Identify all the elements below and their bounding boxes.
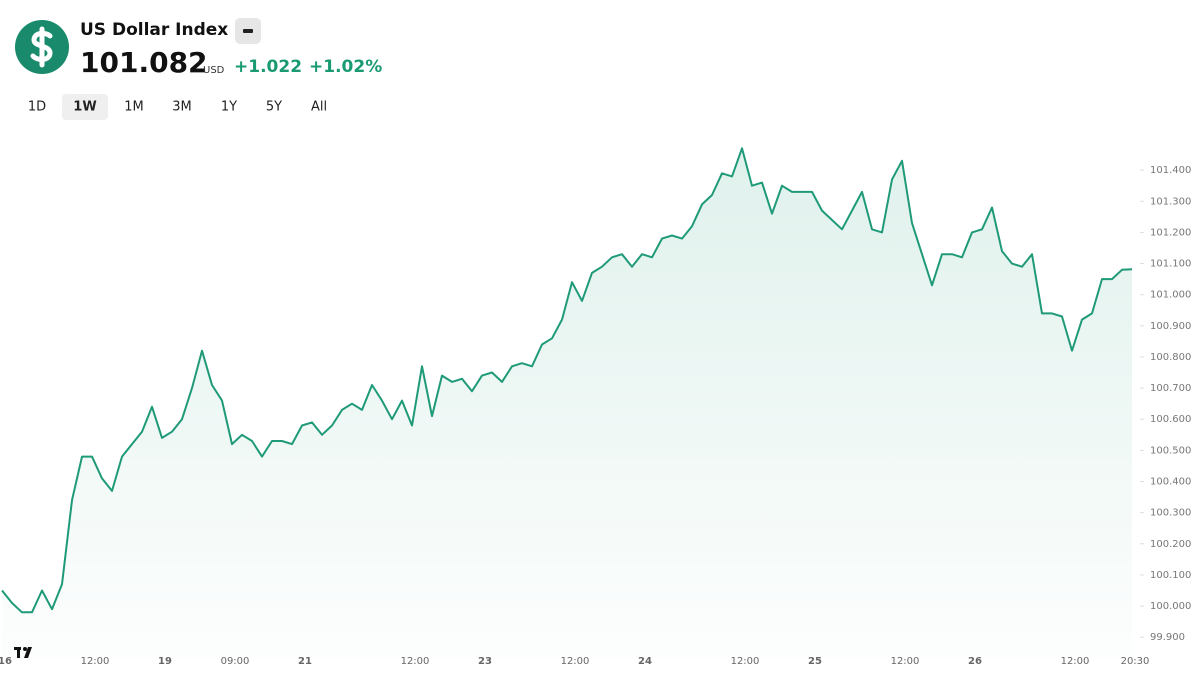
y-tick-label: 100.500 [1150, 445, 1191, 456]
change: +1.022 [234, 57, 302, 77]
y-tick-label: 101.200 [1150, 227, 1191, 238]
range-button[interactable]: 3M [172, 100, 192, 115]
y-tick-label: 100.600 [1150, 414, 1191, 425]
tv-logo-part [17, 647, 20, 658]
tv-logo-part [24, 647, 32, 658]
x-tick-label: 16 [0, 656, 12, 667]
price: 101.082 [80, 46, 208, 79]
title: US Dollar Index [80, 20, 228, 40]
x-tick-label: 12:00 [561, 656, 590, 667]
x-tick-label: 21 [298, 656, 312, 667]
x-tick-label: 20:30 [1121, 656, 1150, 667]
x-tick-label: 26 [968, 656, 982, 667]
y-tick-label: 100.900 [1150, 321, 1191, 332]
change-percent: +1.02% [309, 57, 382, 77]
x-tick-label: 12:00 [81, 656, 110, 667]
range-button-bg[interactable] [62, 94, 108, 120]
range-button[interactable]: 5Y [266, 100, 282, 115]
range-button[interactable]: 1D [28, 100, 46, 115]
range-button[interactable]: 1Y [221, 100, 237, 115]
x-tick-label: 24 [638, 656, 652, 667]
range-button[interactable]: 1M [124, 100, 144, 115]
range-selector: 1D 1W 1M 3M 1Y 5Y All [28, 94, 327, 120]
y-tick-label: 101.300 [1150, 196, 1191, 207]
x-tick-label: 19 [158, 656, 172, 667]
x-tick-label: 12:00 [401, 656, 430, 667]
y-tick-label: 100.200 [1150, 539, 1191, 550]
x-tick-label: 12:00 [731, 656, 760, 667]
area [2, 148, 1132, 660]
logo-symbol [30, 26, 53, 68]
y-tick-label: 100.100 [1150, 570, 1191, 581]
x-tick-label: 12:00 [1061, 656, 1090, 667]
y-tick-label: 101.100 [1150, 259, 1191, 270]
y-tick-label: 99.900 [1150, 632, 1185, 643]
range-button[interactable]: 1W [73, 100, 96, 115]
x-tick-label: 23 [478, 656, 492, 667]
badge-icon [243, 29, 253, 33]
tv-logo-part [23, 647, 27, 651]
range-button[interactable]: All [311, 100, 327, 115]
y-tick-label: 101.000 [1150, 290, 1191, 301]
y-tick-label: 100.700 [1150, 383, 1191, 394]
x-tick-label: 09:00 [221, 656, 250, 667]
y-tick-label: 100.000 [1150, 601, 1191, 612]
y-tick-label: 100.800 [1150, 352, 1191, 363]
y-tick-label: 100.300 [1150, 508, 1191, 519]
plot: 99.900 100.000 100.100 100.200 100.300 100.40… [0, 147, 1191, 667]
price-line [1, 147, 1133, 614]
x-tick-label: 25 [808, 656, 822, 667]
currency: USD [203, 65, 225, 76]
tv-logo [14, 647, 32, 658]
y-tick-label: 100.400 [1150, 477, 1191, 488]
x-tick-label: 12:00 [891, 656, 920, 667]
y-tick-label: 101.400 [1150, 165, 1191, 176]
